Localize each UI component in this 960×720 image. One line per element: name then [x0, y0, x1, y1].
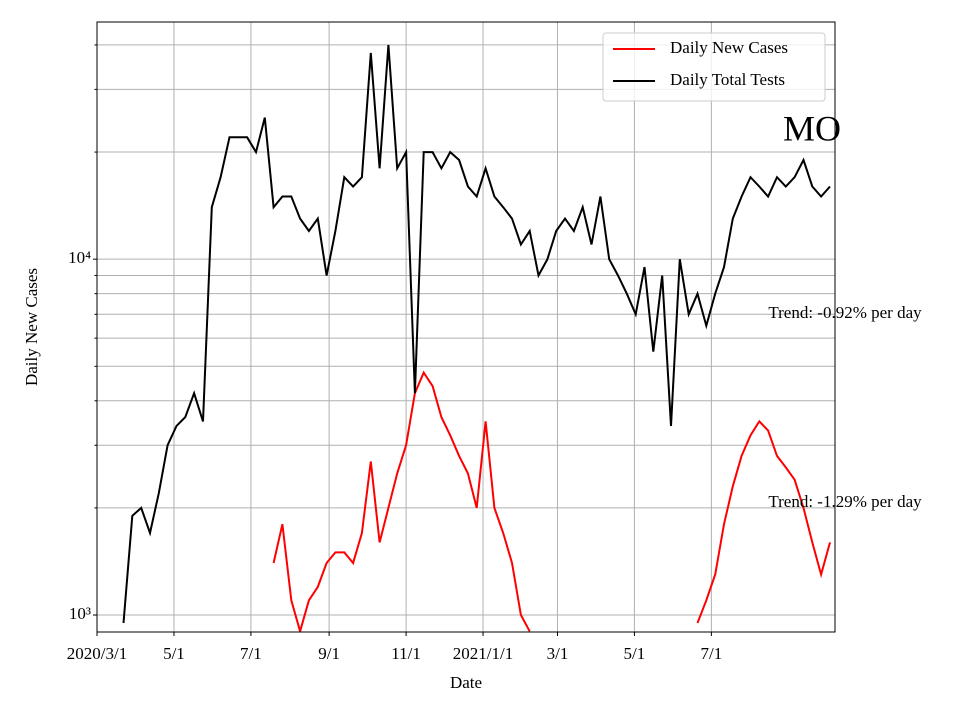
legend-box [602, 32, 826, 102]
data-line [122, 44, 831, 624]
trend-label: Trend: -1.29% per day [768, 492, 922, 511]
legend-label: Daily Total Tests [670, 70, 785, 89]
x-axis-label: Date [450, 673, 482, 692]
data-line [272, 370, 831, 632]
x-tick-label: 3/1 [547, 644, 569, 663]
y-tick-label: 10⁴ [68, 248, 91, 267]
plot-frame [96, 21, 836, 633]
x-tick-label: 2020/3/1 [67, 644, 127, 663]
x-tick-label: 7/1 [240, 644, 262, 663]
x-tick-label: 11/1 [391, 644, 421, 663]
trend-label: Trend: -0.92% per day [768, 303, 922, 322]
x-tick-label: 5/1 [624, 644, 646, 663]
x-tick-label: 5/1 [163, 644, 185, 663]
annotation: MO [783, 108, 841, 148]
plot-lines [122, 44, 831, 632]
y-axis-label: Daily New Cases [22, 268, 41, 386]
x-tick-label: 9/1 [318, 644, 340, 663]
y-tick-label: 10³ [69, 604, 91, 623]
x-tick-label: 7/1 [701, 644, 723, 663]
x-tick-label: 2021/1/1 [453, 644, 513, 663]
legend-label: Daily New Cases [670, 38, 788, 57]
